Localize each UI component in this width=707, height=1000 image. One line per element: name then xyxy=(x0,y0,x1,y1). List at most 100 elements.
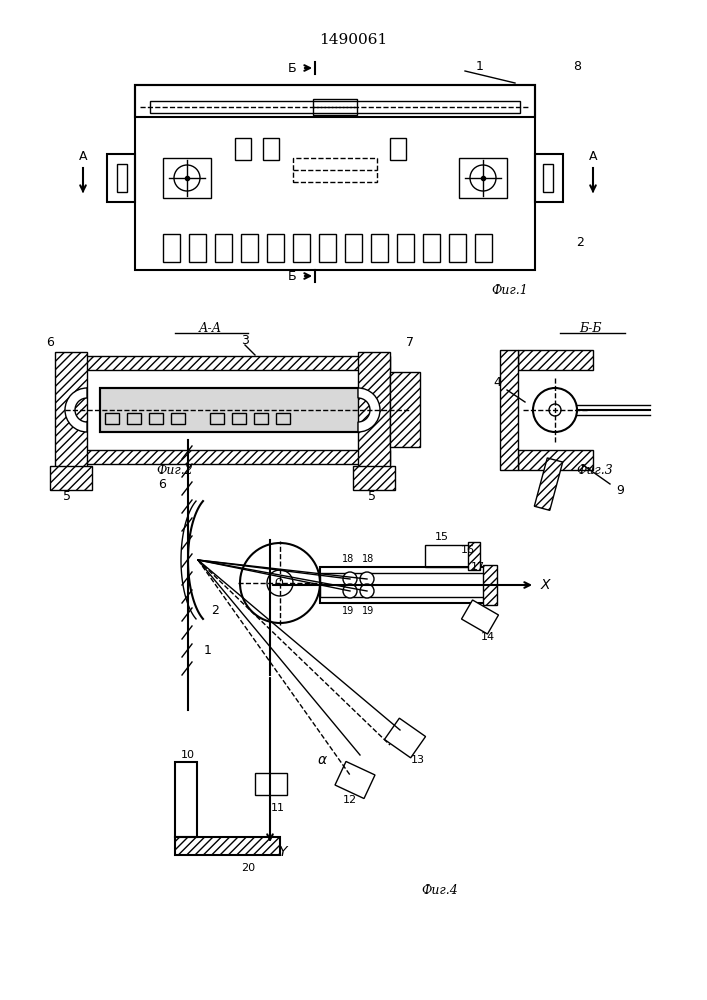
Bar xyxy=(263,138,279,160)
Bar xyxy=(449,234,466,262)
Bar xyxy=(518,450,593,470)
Bar xyxy=(55,352,87,467)
Text: 19: 19 xyxy=(362,606,374,616)
Bar xyxy=(175,762,197,837)
Bar xyxy=(232,413,246,424)
Bar xyxy=(50,466,92,490)
Bar xyxy=(255,773,287,795)
Text: 8: 8 xyxy=(573,60,581,74)
Text: Б: Б xyxy=(288,62,296,75)
Bar xyxy=(135,85,535,270)
Wedge shape xyxy=(65,388,87,432)
Bar xyxy=(423,234,440,262)
Text: 10: 10 xyxy=(181,750,195,760)
Text: 13: 13 xyxy=(411,755,425,765)
Bar xyxy=(150,101,520,113)
Bar xyxy=(475,234,492,262)
Bar xyxy=(293,234,310,262)
Polygon shape xyxy=(534,458,563,510)
Text: 16: 16 xyxy=(461,545,475,555)
Text: 19: 19 xyxy=(342,606,354,616)
Text: Б: Б xyxy=(288,269,296,282)
Text: 1490061: 1490061 xyxy=(319,33,387,47)
Bar xyxy=(171,413,185,424)
Bar xyxy=(163,234,180,262)
Circle shape xyxy=(533,388,577,432)
Polygon shape xyxy=(462,600,498,634)
Text: Фиг.1: Фиг.1 xyxy=(491,284,528,296)
Text: 2: 2 xyxy=(576,235,584,248)
Text: 14: 14 xyxy=(481,632,495,642)
Text: O: O xyxy=(274,578,284,588)
Circle shape xyxy=(360,584,374,598)
Bar xyxy=(105,413,119,424)
Bar xyxy=(371,234,388,262)
Text: 2: 2 xyxy=(211,603,219,616)
Circle shape xyxy=(360,572,374,586)
Bar xyxy=(345,234,362,262)
Wedge shape xyxy=(358,388,380,432)
Bar xyxy=(135,85,535,117)
Bar xyxy=(293,158,377,182)
Bar xyxy=(358,352,390,467)
Bar xyxy=(276,413,290,424)
Text: 1: 1 xyxy=(476,60,484,74)
Text: Фиг.2: Фиг.2 xyxy=(157,464,194,477)
Text: 4: 4 xyxy=(493,375,501,388)
Text: Фиг.4: Фиг.4 xyxy=(421,884,458,896)
Text: Y: Y xyxy=(278,845,286,859)
Bar xyxy=(100,388,365,432)
Bar xyxy=(100,388,365,432)
Bar xyxy=(85,356,390,370)
Bar xyxy=(320,573,495,597)
Text: 9: 9 xyxy=(616,484,624,496)
Bar xyxy=(535,154,563,202)
Bar xyxy=(149,413,163,424)
Text: X: X xyxy=(540,578,550,592)
Text: А: А xyxy=(589,149,597,162)
Bar xyxy=(353,466,395,490)
Text: 15: 15 xyxy=(435,532,449,542)
Circle shape xyxy=(343,584,357,598)
Circle shape xyxy=(549,404,561,416)
Bar xyxy=(254,413,268,424)
Text: 5: 5 xyxy=(368,490,376,504)
Bar xyxy=(390,138,406,160)
Text: 6: 6 xyxy=(46,336,54,349)
Bar xyxy=(267,234,284,262)
Bar xyxy=(313,99,357,115)
Bar xyxy=(425,545,473,567)
Text: 12: 12 xyxy=(343,795,357,805)
Text: 5: 5 xyxy=(63,490,71,504)
Bar xyxy=(127,413,141,424)
Bar xyxy=(107,154,135,202)
Circle shape xyxy=(240,543,320,623)
Bar xyxy=(483,565,497,605)
Polygon shape xyxy=(335,761,375,799)
Circle shape xyxy=(343,572,357,586)
Text: 3: 3 xyxy=(241,334,249,347)
Bar xyxy=(117,164,127,192)
Bar xyxy=(459,158,507,198)
Bar xyxy=(390,372,420,447)
Text: А: А xyxy=(78,149,87,162)
Bar xyxy=(175,837,280,855)
Circle shape xyxy=(470,165,496,191)
Bar xyxy=(543,164,553,192)
Circle shape xyxy=(174,165,200,191)
Text: 17: 17 xyxy=(471,562,485,572)
Bar xyxy=(468,542,480,570)
Bar xyxy=(235,138,251,160)
Bar xyxy=(215,234,232,262)
Bar xyxy=(320,567,495,603)
Bar xyxy=(518,350,593,370)
Text: α: α xyxy=(317,753,327,767)
Text: 11: 11 xyxy=(271,803,285,813)
Text: А-А: А-А xyxy=(199,322,221,334)
Bar xyxy=(85,450,390,464)
Bar xyxy=(210,413,224,424)
Bar xyxy=(241,234,258,262)
Text: 1: 1 xyxy=(204,644,212,656)
Bar xyxy=(319,234,336,262)
Bar xyxy=(163,158,211,198)
